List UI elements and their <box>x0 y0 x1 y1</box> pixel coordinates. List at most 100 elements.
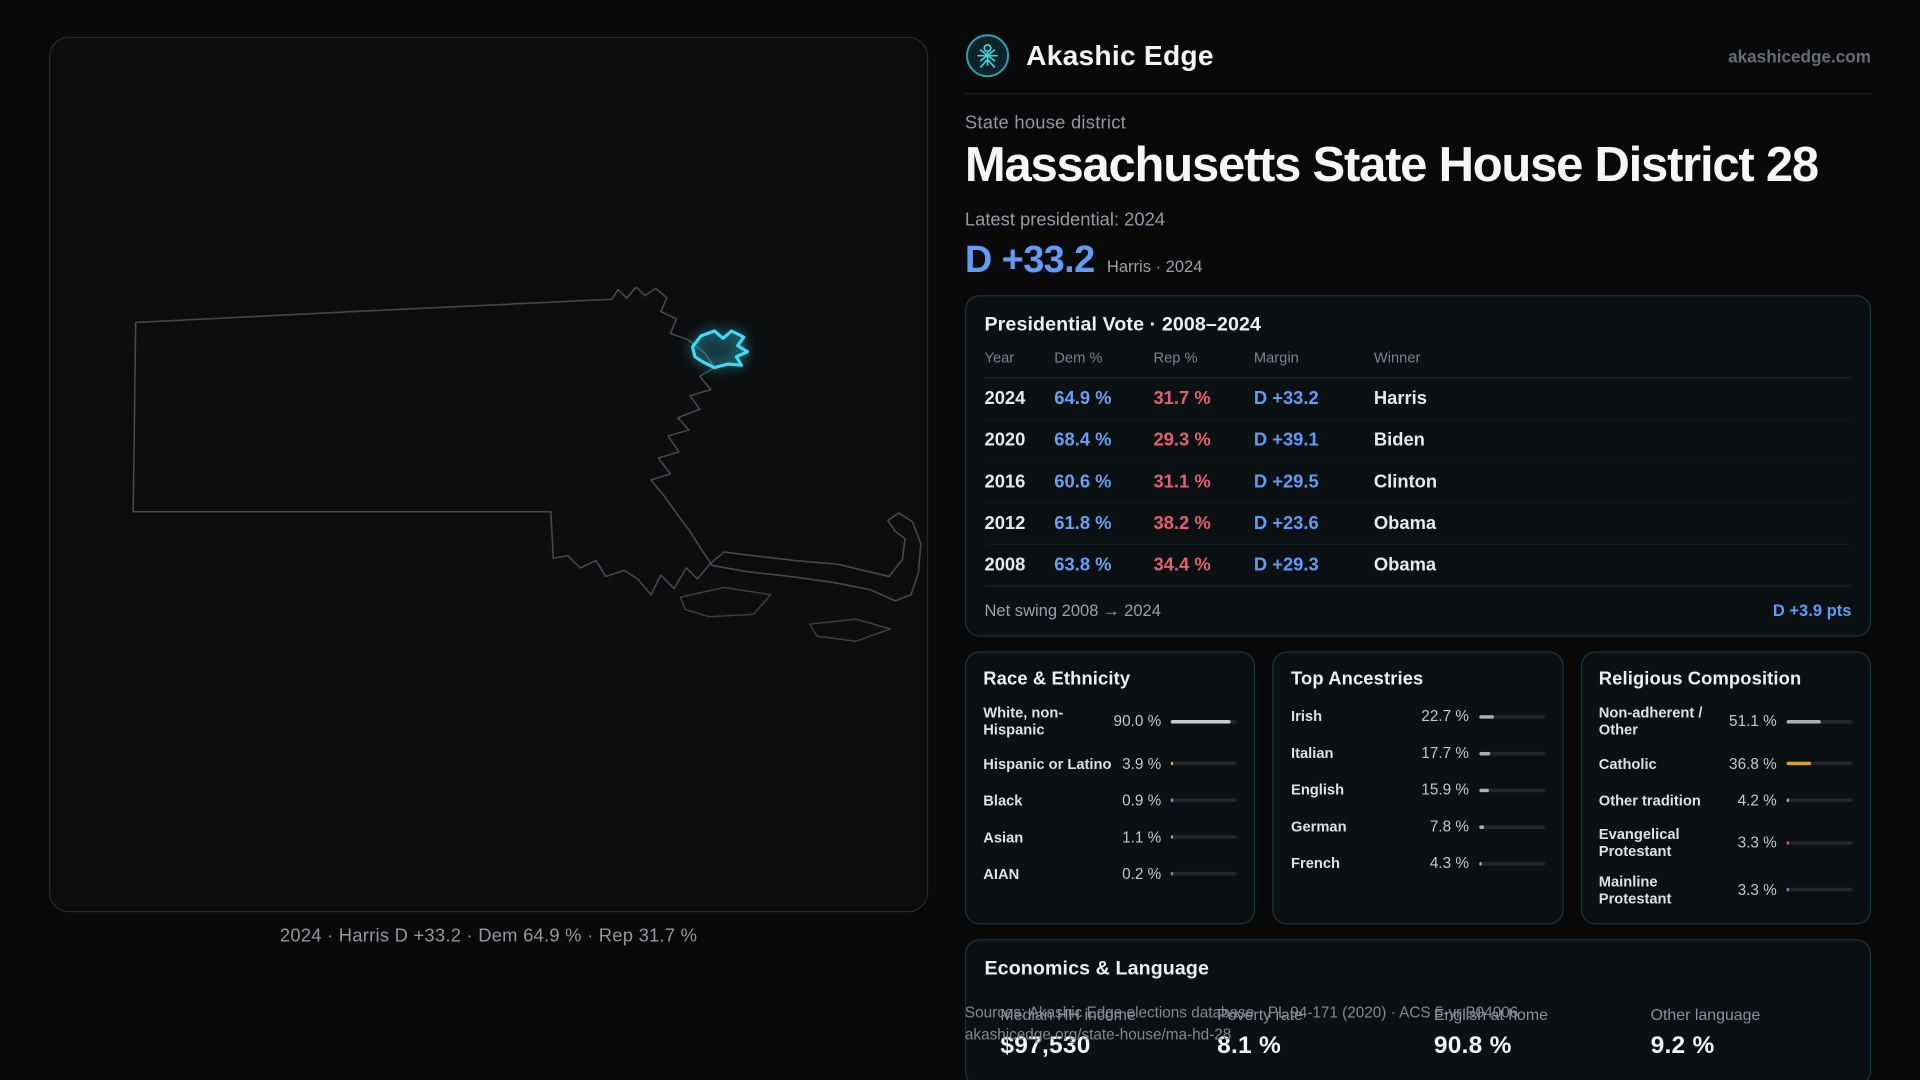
demo-bar <box>1171 835 1238 840</box>
demo-bar <box>1786 888 1853 892</box>
stat-value: 9.2 % <box>1650 1032 1715 1060</box>
religion-card: Religious Composition Non-adherent / Oth… <box>1580 651 1872 925</box>
demo-bar-fill <box>1478 787 1490 792</box>
dem-cell: 64.9 % <box>1054 388 1112 409</box>
race-ethnicity-card: Race & Ethnicity White, non-Hispanic 90.… <box>964 651 1256 925</box>
demo-label: Asian <box>983 828 1024 846</box>
demo-bar <box>1171 761 1238 766</box>
demo-row: AIAN 0.2 % <box>983 862 1238 886</box>
table-row: 2012 61.8 % 38.2 % D +23.6 Obama <box>984 503 1852 545</box>
detail-column: Akashic Edge akashicedge.com State house… <box>964 0 1872 1080</box>
net-swing-row: Net swing 2008 → 2024 D +3.9 pts <box>984 585 1852 620</box>
presidential-vote-panel: Presidential Vote · 2008–2024 Year Dem %… <box>964 295 1872 637</box>
demo-bar-fill <box>1786 761 1811 766</box>
demo-row: Non-adherent / Other 51.1 % <box>1599 704 1853 739</box>
stat-value: 8.1 % <box>1217 1032 1282 1060</box>
demo-bar-fill <box>1478 751 1491 755</box>
demo-value: 0.9 % <box>1122 791 1162 810</box>
demo-label: Non-adherent / Other <box>1598 704 1703 739</box>
demo-label: White, non-Hispanic <box>983 704 1064 739</box>
demo-bar <box>1786 798 1853 803</box>
demo-label: Hispanic or Latino <box>983 754 1112 773</box>
district-type-label: State house district <box>964 112 1127 134</box>
table-row: 2024 64.9 % 31.7 % D +33.2 Harris <box>984 378 1852 421</box>
demo-bar-fill <box>1171 719 1231 724</box>
margin-cell: D +23.6 <box>1253 513 1319 534</box>
demo-label: Catholic <box>1598 754 1657 773</box>
demo-value: 51.1 % <box>1729 713 1777 731</box>
demo-value: 90.0 % <box>1113 713 1162 731</box>
dem-cell: 68.4 % <box>1054 429 1112 451</box>
economics-stats: Median HH income $97,530 Poverty rate 8.… <box>984 1006 1851 1061</box>
demographics-row: Race & Ethnicity White, non-Hispanic 90.… <box>964 651 1872 925</box>
stat-median-income: Median HH income $97,530 <box>984 1006 1201 1061</box>
demo-value: 3.3 % <box>1737 881 1777 899</box>
winner-cell: Obama <box>1373 513 1437 534</box>
stat-label: English at home <box>1433 1005 1549 1025</box>
demo-row: Other tradition 4.2 % <box>1599 788 1853 812</box>
demo-label: Black <box>983 791 1023 809</box>
rep-cell: 31.7 % <box>1153 388 1211 409</box>
massachusetts-map <box>132 286 922 642</box>
dem-cell: 60.6 % <box>1054 471 1112 493</box>
table-row: 2008 63.8 % 34.4 % D +29.3 Obama <box>984 545 1851 585</box>
economics-panel: Economics & Language Median HH income $9… <box>964 939 1872 1080</box>
sources-line: Sources: Akashic Edge elections database… <box>964 1004 1519 1022</box>
stat-other-language: Other language 9.2 % <box>1635 1006 1852 1061</box>
headline-margin-row: D +33.2 Harris · 2024 <box>965 238 1871 282</box>
headline-margin-value: D +33.2 <box>964 237 1095 281</box>
margin-cell: D +29.3 <box>1253 554 1319 576</box>
demo-bar <box>1171 872 1238 876</box>
winner-cell: Clinton <box>1373 471 1438 493</box>
demo-label: AIAN <box>983 865 1020 883</box>
col-winner: Winner <box>1373 348 1421 367</box>
demo-bar-fill <box>1786 888 1789 892</box>
demo-row: Irish 22.7 % <box>1291 704 1545 728</box>
demo-label: French <box>1291 854 1341 872</box>
demo-row: White, non-Hispanic 90.0 % <box>983 704 1238 739</box>
website-link[interactable]: akashicedge.com <box>1728 45 1872 66</box>
demo-row: German 7.8 % <box>1291 814 1545 838</box>
demo-bar <box>1786 840 1853 845</box>
year-cell: 2012 <box>984 513 1026 534</box>
latest-presidential-label: Latest presidential: 2024 <box>964 209 1166 231</box>
header: Akashic Edge akashicedge.com <box>965 0 1871 78</box>
demo-row: French 4.3 % <box>1291 851 1545 875</box>
stat-value: $97,530 <box>1000 1032 1091 1060</box>
permalink-link[interactable]: akashicedge.org/state-house/ma-hd-28 <box>964 1025 1232 1043</box>
col-margin: Margin <box>1253 348 1299 367</box>
stat-value: 90.8 % <box>1433 1032 1512 1060</box>
demo-value: 3.3 % <box>1737 834 1777 852</box>
stat-english-at-home: English at home 90.8 % <box>1418 1006 1635 1061</box>
demo-label: Evangelical Protestant <box>1598 825 1680 860</box>
demo-bar <box>1171 798 1238 803</box>
demo-row: Hispanic or Latino 3.9 % <box>983 752 1238 776</box>
demo-row: Evangelical Protestant 3.3 % <box>1599 825 1853 860</box>
demo-row: Mainline Protestant 3.3 % <box>1599 873 1853 908</box>
nantucket-outline <box>808 618 892 642</box>
stat-label: Other language <box>1650 1005 1761 1025</box>
rep-cell: 31.1 % <box>1153 471 1211 493</box>
demo-bar <box>1478 861 1545 866</box>
demo-row: Catholic 36.8 % <box>1599 752 1853 776</box>
demo-bar-fill <box>1171 761 1174 766</box>
demo-bar <box>1171 719 1238 724</box>
card-title: Race & Ethnicity <box>983 668 1131 690</box>
col-year: Year <box>984 348 1015 367</box>
demo-bar-fill <box>1786 719 1821 724</box>
winner-cell: Biden <box>1373 429 1425 451</box>
map-caption: 2024 · Harris D +33.2 · Dem 64.9 % · Rep… <box>279 925 698 947</box>
winner-cell: Harris <box>1373 388 1427 409</box>
card-title: Top Ancestries <box>1291 668 1424 690</box>
year-cell: 2016 <box>984 471 1026 493</box>
demo-bar <box>1478 751 1545 755</box>
sources-footer: Sources: Akashic Edge elections database… <box>965 1003 1518 1046</box>
district-28-highlight[interactable] <box>690 329 750 370</box>
demo-label: English <box>1291 780 1345 799</box>
year-cell: 2024 <box>984 388 1026 409</box>
net-swing-label: Net swing 2008 → 2024 <box>984 601 1161 620</box>
demo-value: 4.2 % <box>1737 791 1777 810</box>
demo-label: German <box>1291 817 1347 835</box>
rep-cell: 38.2 % <box>1153 513 1211 534</box>
